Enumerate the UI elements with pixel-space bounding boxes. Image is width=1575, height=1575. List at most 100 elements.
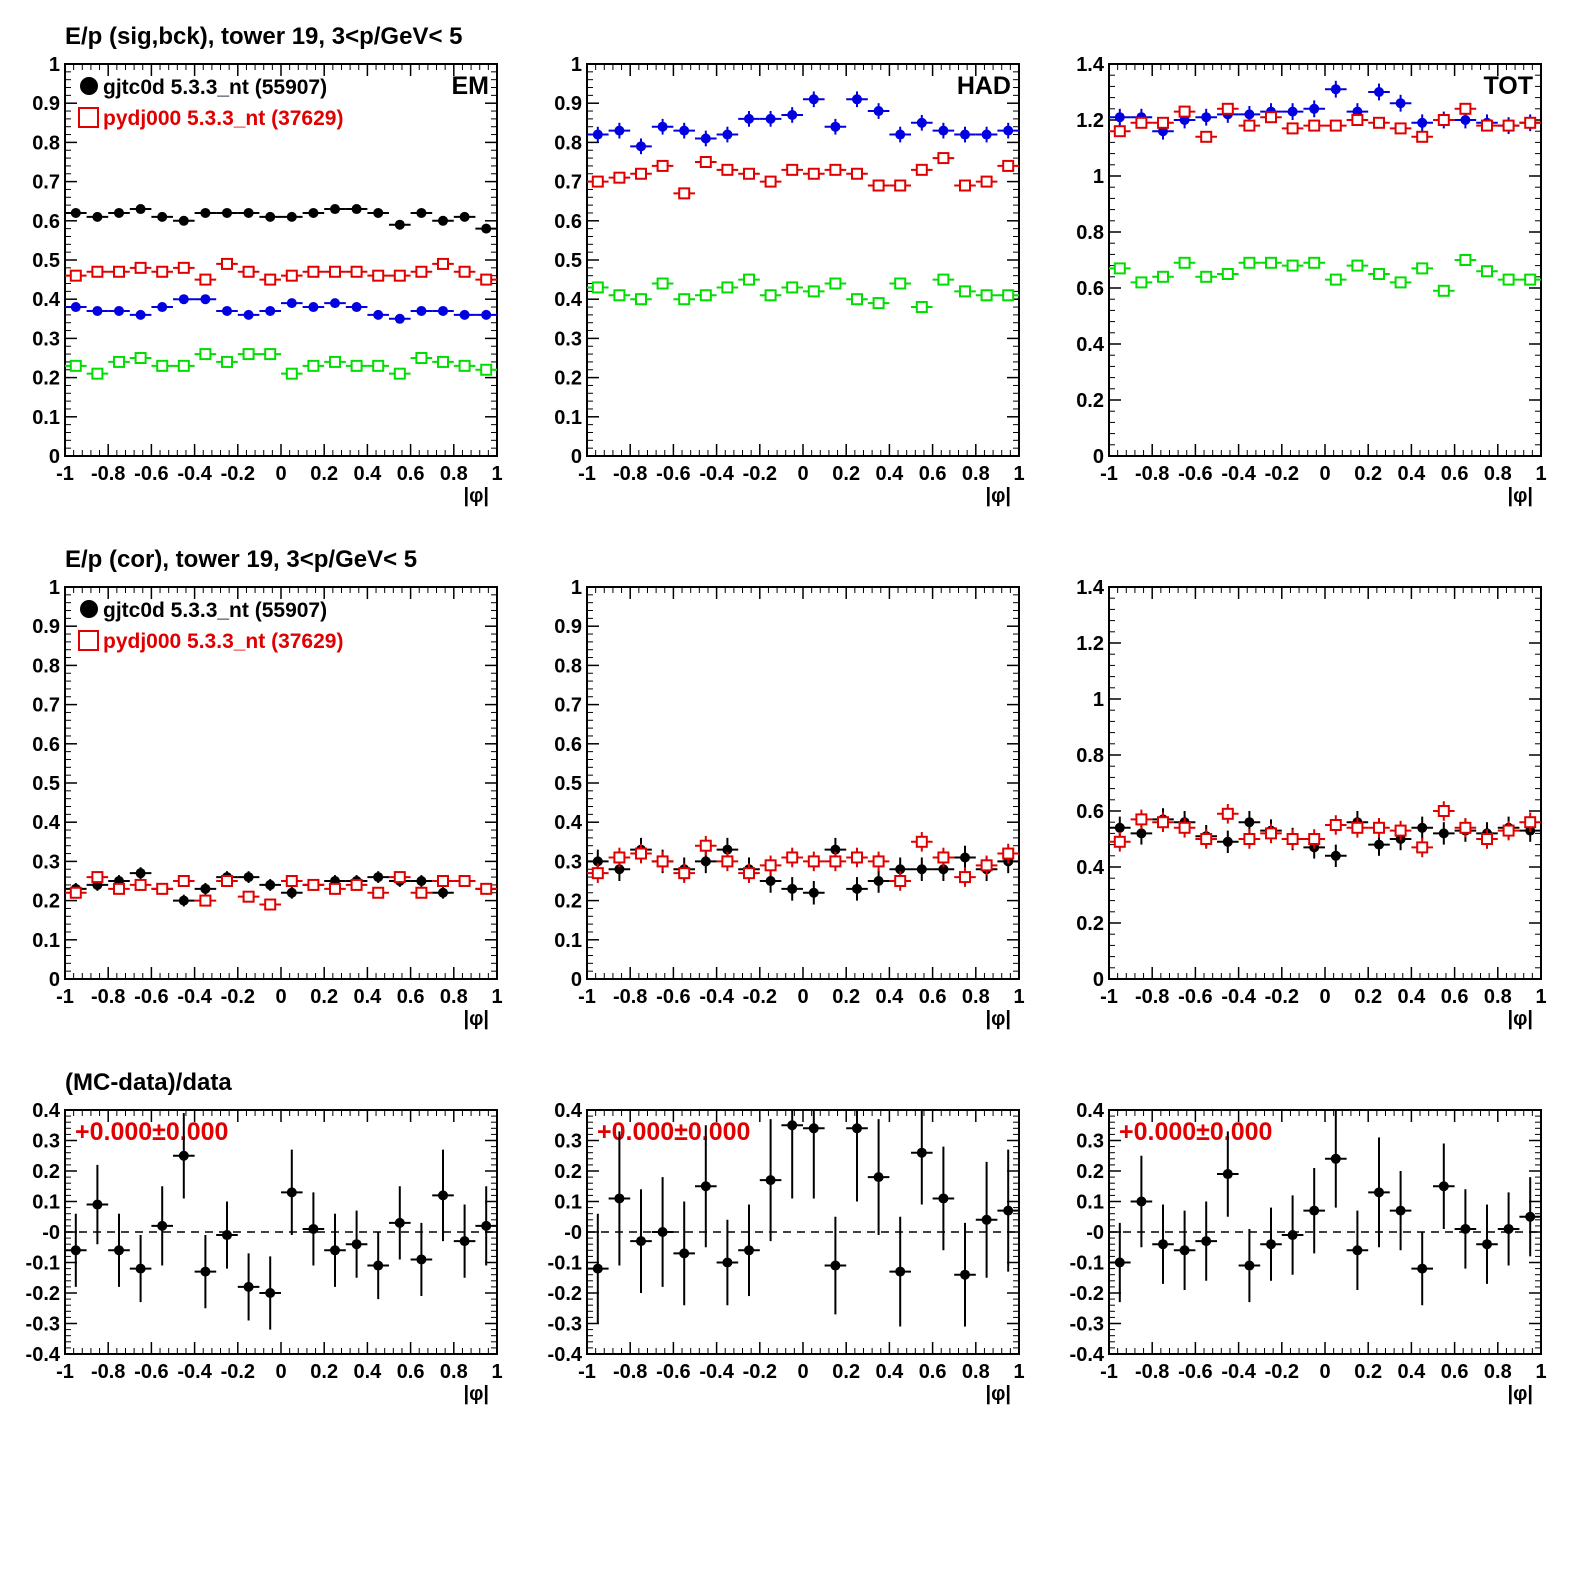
data-point (69, 359, 82, 372)
data-point (113, 355, 125, 368)
data-point (744, 1245, 754, 1256)
data-point (437, 257, 449, 270)
data-point (1329, 119, 1342, 132)
data-point (308, 1223, 319, 1234)
data-point (265, 1288, 276, 1298)
data-point (416, 207, 427, 218)
data-point (416, 876, 427, 886)
data-point (1524, 816, 1537, 829)
y-tick-label: 0.4 (1076, 857, 1105, 879)
data-point (656, 277, 669, 290)
data-point (1459, 102, 1472, 115)
data-point (416, 305, 427, 316)
x-tick-label: -0.6 (656, 986, 690, 1008)
data-point (635, 293, 647, 306)
data-point (242, 265, 255, 278)
y-tick-label: -0.1 (26, 1253, 60, 1275)
data-point (134, 878, 147, 891)
data-point (200, 1266, 211, 1277)
data-point (481, 1220, 492, 1231)
data-point (786, 851, 799, 864)
series-open-red (587, 832, 1019, 891)
data-point (92, 211, 103, 222)
x-tick-label: 0.8 (1484, 1361, 1512, 1383)
x-tick-label: 0 (797, 986, 808, 1008)
data-point (286, 1187, 297, 1198)
x-tick-label: 0.6 (919, 463, 947, 485)
data-point (852, 94, 862, 105)
row-title: E/p (cor), tower 19, 3<p/GeV< 5 (65, 546, 417, 573)
data-point (330, 1245, 340, 1256)
data-point (1113, 125, 1126, 138)
x-tick-label: 0.6 (397, 463, 425, 485)
data-point (1201, 112, 1212, 123)
y-tick-label: 0.1 (32, 407, 60, 429)
data-point (221, 355, 233, 368)
x-axis-label: |φ| (464, 1383, 490, 1405)
data-point (222, 207, 232, 218)
data-point (1114, 822, 1125, 833)
data-point (1266, 1239, 1276, 1250)
y-tick-label: 0.4 (554, 1100, 583, 1122)
x-axis-label: |φ| (1508, 485, 1534, 507)
y-tick-label: 0.7 (32, 695, 60, 717)
data-point (1200, 833, 1213, 845)
data-point (937, 851, 950, 864)
data-point (393, 367, 406, 380)
x-tick-label: 0.2 (832, 1361, 860, 1383)
y-tick-label: 0.3 (554, 851, 582, 873)
data-point (135, 1263, 146, 1274)
x-tick-label: -0.4 (177, 1361, 212, 1383)
y-tick-label: 0.5 (554, 250, 582, 272)
data-point (265, 305, 276, 316)
data-point (243, 872, 254, 883)
x-tick-label: 0.6 (1441, 463, 1469, 485)
x-tick-label: 0.4 (1397, 1361, 1426, 1383)
data-point (221, 257, 233, 270)
y-tick-label: -0 (564, 1222, 582, 1244)
data-point (614, 864, 625, 875)
data-point (1287, 1230, 1298, 1241)
data-point (156, 882, 169, 895)
series-filled-black (65, 204, 497, 234)
y-tick-label: 0 (1093, 446, 1104, 468)
data-point (285, 367, 298, 380)
data-point (199, 894, 212, 907)
data-point (1243, 833, 1256, 845)
y-tick-label: 1.2 (1076, 633, 1104, 655)
series-filled-black (1109, 1110, 1541, 1306)
data-point (1352, 1245, 1363, 1256)
data-point (1222, 1169, 1233, 1180)
data-point (1243, 119, 1256, 132)
x-tick-label: 0 (797, 463, 808, 485)
data-point (438, 887, 448, 898)
data-point (1265, 827, 1277, 840)
x-tick-label: -0.4 (177, 463, 212, 485)
y-tick-label: 0.7 (554, 172, 582, 194)
series-open-red (65, 257, 497, 286)
panel-tot-sig-bck: -1 -0.8 -0.6 -0.4 -0.2 0 0.2 0.4 0.6 0.8 1 0 0.2 0.4 0… (1076, 54, 1546, 507)
data-point (1459, 821, 1472, 834)
x-tick-label: 0.4 (353, 1361, 382, 1383)
data-point (938, 125, 949, 136)
data-point (699, 839, 712, 852)
x-tick-label: 0.8 (1484, 986, 1512, 1008)
x-tick-label: 0.2 (310, 463, 338, 485)
series-open-green (587, 273, 1019, 314)
data-point (373, 309, 384, 320)
y-tick-label: 1 (1093, 689, 1104, 711)
y-tick-label: 0.3 (32, 328, 60, 350)
x-tick-label: -1 (578, 1361, 596, 1383)
data-point (373, 1260, 384, 1271)
data-point (1394, 276, 1407, 289)
panel-em-sig-bck: -1 -0.8 -0.6 -0.4 -0.2 0 0.2 0.4 0.6 0.8 1 0 0.1 0.2 0… (32, 23, 502, 507)
x-tick-label: -0.4 (699, 986, 734, 1008)
data-point (915, 835, 928, 848)
data-point (916, 1147, 927, 1158)
data-point (873, 1172, 884, 1183)
x-tick-label: 0.4 (875, 1361, 904, 1383)
y-tick-label: 0.6 (32, 734, 60, 756)
data-point (873, 106, 884, 117)
y-tick-label: -0.3 (548, 1314, 582, 1336)
series-filled-black (587, 1110, 1019, 1327)
